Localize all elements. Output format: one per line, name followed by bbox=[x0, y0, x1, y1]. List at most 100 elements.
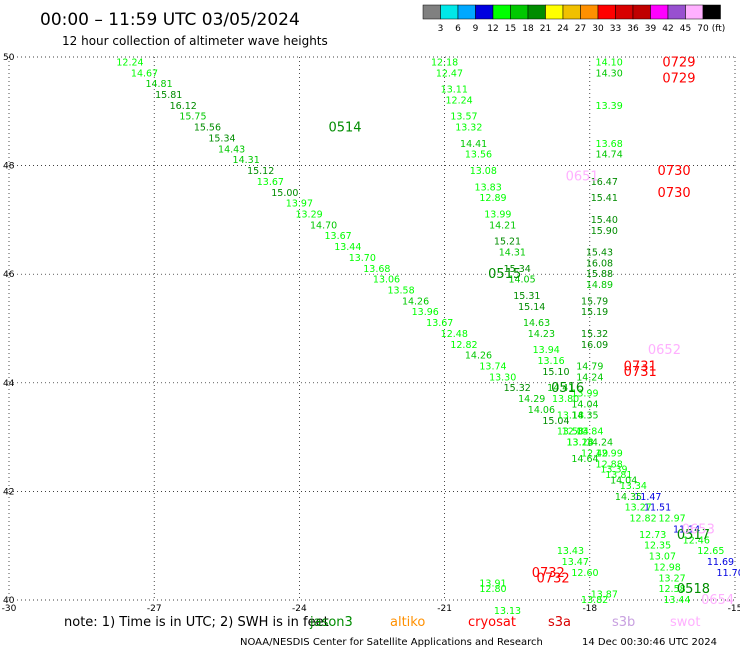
wave-height-point: 12.49 bbox=[581, 448, 608, 459]
wave-height-point: 13.34 bbox=[620, 481, 647, 492]
data-points: 12.2414.6714.8115.8116.1215.7515.5615.34… bbox=[116, 57, 740, 616]
wave-height-point: 13.81 bbox=[605, 470, 632, 481]
wave-height-point: 13.43 bbox=[557, 546, 584, 557]
wave-height-point: 13.18 bbox=[557, 410, 584, 421]
scale-tick-label: 30 bbox=[592, 24, 604, 34]
scale-tick-label: 6 bbox=[455, 24, 461, 34]
scale-swatch bbox=[527, 4, 546, 20]
wave-height-point: 13.80 bbox=[552, 394, 579, 405]
scale-swatch bbox=[650, 4, 669, 20]
pass-time-label: 0732 bbox=[537, 571, 570, 586]
pass-time-label: 0517 bbox=[677, 528, 710, 543]
wave-height-point: 15.12 bbox=[247, 166, 274, 177]
wave-height-point: 15.34 bbox=[208, 133, 235, 144]
scale-unit: (ft) bbox=[712, 24, 726, 34]
wave-height-point: 15.14 bbox=[518, 302, 545, 313]
wave-height-point: 16.47 bbox=[591, 177, 618, 188]
wave-height-point: 14.31 bbox=[233, 155, 260, 166]
wave-height-point: 14.43 bbox=[218, 144, 245, 155]
wave-height-point: 14.35 bbox=[571, 410, 598, 421]
wave-height-point: 13.39 bbox=[596, 101, 623, 112]
scale-tick-label: 21 bbox=[540, 24, 551, 34]
scale-swatch bbox=[667, 4, 686, 20]
wave-height-point: 15.40 bbox=[591, 215, 618, 226]
wave-height-point: 13.39 bbox=[600, 465, 627, 476]
pass-time-label: 0731 bbox=[624, 365, 657, 380]
y-tick-label: 44 bbox=[3, 379, 15, 389]
scale-tick-label: 9 bbox=[473, 24, 479, 34]
wave-height-point: 13.83 bbox=[475, 182, 502, 193]
wave-height-point: 14.24 bbox=[586, 438, 613, 449]
wave-height-point: 14.23 bbox=[528, 329, 555, 340]
wave-height-point: 13.44 bbox=[663, 595, 690, 606]
scale-swatch bbox=[562, 4, 581, 20]
pass-time-label: 0730 bbox=[658, 164, 691, 179]
y-tick-label: 48 bbox=[3, 162, 15, 172]
wave-height-point: 12.65 bbox=[697, 546, 724, 557]
scale-tick-label: 12 bbox=[487, 24, 498, 34]
scale-swatch bbox=[545, 4, 564, 20]
scale-tick-label: 42 bbox=[662, 24, 673, 34]
wave-height-point: 12.89 bbox=[479, 193, 506, 204]
wave-height-point: 14.31 bbox=[499, 247, 526, 258]
wave-height-point: 16.12 bbox=[170, 101, 197, 112]
wave-height-point: 13.70 bbox=[349, 253, 376, 264]
wave-height-point: 11.69 bbox=[707, 557, 734, 568]
scale-swatch bbox=[615, 4, 634, 20]
wave-height-point: 12.18 bbox=[431, 57, 458, 68]
wave-height-point: 12.73 bbox=[639, 530, 666, 541]
wave-height-point: 13.44 bbox=[334, 242, 361, 253]
wave-height-point: 12.88 bbox=[596, 459, 623, 470]
chart-subtitle: 12 hour collection of altimeter wave hei… bbox=[62, 34, 328, 48]
wave-height-point: 12.24 bbox=[116, 57, 143, 68]
y-tick-label: 46 bbox=[3, 270, 15, 280]
wave-height-point: 12.04 bbox=[562, 427, 589, 438]
wave-height-point: 12.82 bbox=[629, 514, 656, 525]
scale-tick-label: 33 bbox=[610, 24, 621, 34]
wave-height-point: 13.57 bbox=[450, 112, 477, 123]
wave-height-point: 11.14 bbox=[673, 524, 700, 535]
color-scale-legend: 3 6 9 12 15 18 21 24 27 30 33 36 39 42 45 70 (ft) bbox=[422, 4, 726, 34]
wave-height-point: 14.79 bbox=[576, 362, 603, 373]
wave-height-point: 12.98 bbox=[654, 562, 681, 573]
pass-time-label: 0731 bbox=[624, 360, 657, 375]
wave-height-point: 13.27 bbox=[658, 573, 685, 584]
wave-height-point: 12.82 bbox=[450, 340, 477, 351]
wave-height-point: 12.48 bbox=[441, 329, 468, 340]
y-tick-label: 42 bbox=[3, 487, 14, 497]
wave-height-point: 15.56 bbox=[194, 123, 221, 134]
wave-height-point: 15.34 bbox=[504, 264, 531, 275]
wave-height-point: 13.67 bbox=[325, 231, 352, 242]
wave-height-point: 14.06 bbox=[528, 405, 555, 416]
wave-height-point: 13.94 bbox=[533, 345, 560, 356]
wave-height-point: 12.80 bbox=[479, 584, 506, 595]
scale-swatch bbox=[457, 4, 476, 20]
scale-tick-label: 39 bbox=[645, 24, 657, 34]
wave-height-point: 15.10 bbox=[542, 367, 569, 378]
wave-height-point: 13.67 bbox=[426, 318, 453, 329]
wave-height-point: 14.81 bbox=[145, 79, 172, 90]
wave-height-point: 13.47 bbox=[562, 557, 589, 568]
satellite-legend-s3b: s3b bbox=[612, 615, 635, 630]
wave-height-point: 13.82 bbox=[581, 595, 608, 606]
pass-time-label: 0514 bbox=[328, 121, 361, 136]
wave-height-point: 14.41 bbox=[547, 383, 574, 394]
pass-time-label: 0729 bbox=[662, 72, 695, 87]
scale-tick-label: 3 bbox=[438, 24, 444, 34]
wave-height-point: 14.89 bbox=[586, 280, 613, 291]
wave-height-point: 13.16 bbox=[537, 356, 564, 367]
scale-swatch bbox=[632, 4, 651, 20]
wave-height-point: 14.24 bbox=[576, 372, 603, 383]
wave-height-point: 13.67 bbox=[257, 177, 284, 188]
footer-credit: NOAA/NESDIS Center for Satellite Applica… bbox=[240, 637, 543, 648]
wave-height-point: 14.10 bbox=[596, 57, 623, 68]
wave-height-point: 13.99 bbox=[571, 389, 598, 400]
note-text: note: 1) Time is in UTC; 2) SWH is in fe… bbox=[64, 615, 329, 630]
wave-height-point: 15.43 bbox=[586, 247, 613, 258]
satellite-legend: jason3 altiko cryosat s3a s3b swot bbox=[309, 615, 700, 630]
scale-swatch bbox=[580, 4, 599, 20]
wave-height-point: 13.11 bbox=[441, 85, 468, 96]
satellite-legend-s3a: s3a bbox=[548, 615, 571, 630]
wave-height-point: 15.75 bbox=[179, 112, 206, 123]
satellite-legend-jason3: jason3 bbox=[309, 615, 353, 630]
